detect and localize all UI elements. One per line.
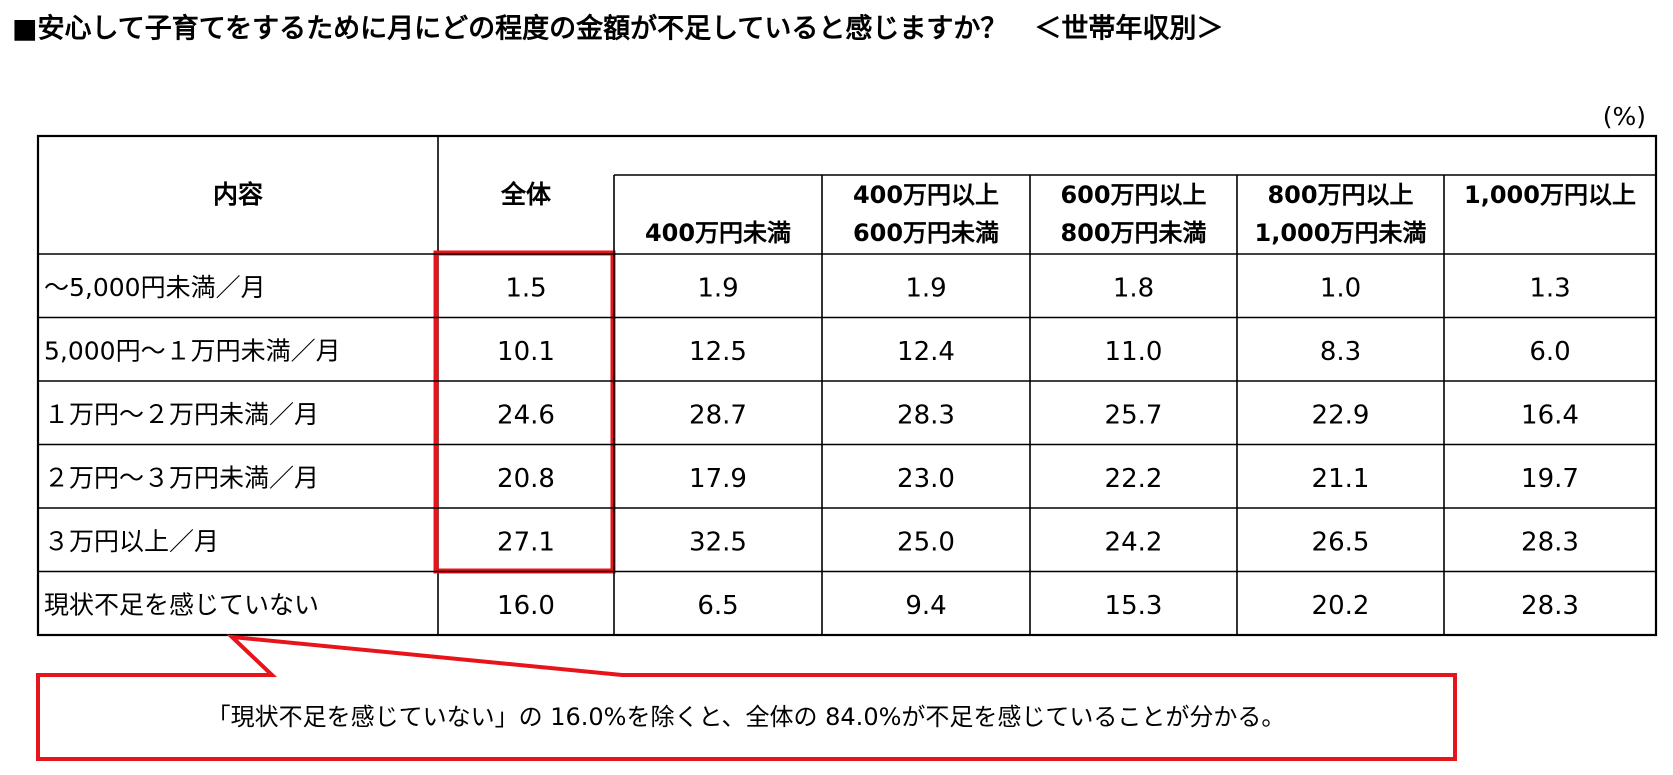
value-cell: 10.1 <box>497 337 555 367</box>
callout-text: 「現状不足を感じていない」の 16.0%を除くと、全体の 84.0%が不足を感じ… <box>207 703 1286 731</box>
value-cell: 1.0 <box>1320 273 1361 303</box>
value-cell: 16.4 <box>1521 400 1579 430</box>
value-cell: 1.5 <box>505 273 546 303</box>
value-cell: 28.7 <box>689 400 747 430</box>
value-cell: 24.2 <box>1105 527 1163 557</box>
header-cell: 400万円以上 <box>853 181 999 209</box>
value-cell: 28.3 <box>1521 591 1579 621</box>
value-cell: 1.9 <box>697 273 738 303</box>
value-cell: 24.6 <box>497 400 555 430</box>
value-cell: 12.5 <box>689 337 747 367</box>
table-border <box>36 134 1658 637</box>
value-cell: 17.9 <box>689 464 747 494</box>
value-cell: 1.9 <box>905 273 946 303</box>
row-label: １万円～２万円未満／月 <box>44 400 319 429</box>
value-cell: 19.7 <box>1521 464 1579 494</box>
row-label: ３万円以上／月 <box>44 527 219 556</box>
value-cell: 23.0 <box>897 464 955 494</box>
value-cell: 6.0 <box>1529 337 1570 367</box>
header-cell: 1,000万円以上 <box>1464 181 1636 209</box>
value-cell: 25.0 <box>897 527 955 557</box>
value-cell: 11.0 <box>1105 337 1163 367</box>
header-cell: 800万円以上 <box>1267 181 1413 209</box>
value-cell: 6.5 <box>697 591 738 621</box>
header-cell: 1,000万円未満 <box>1255 219 1427 247</box>
header-cell: 全体 <box>500 180 552 209</box>
header-cell: 内容 <box>213 180 263 209</box>
header-cell: 600万円以上 <box>1060 181 1206 209</box>
value-cell: 1.3 <box>1529 273 1570 303</box>
header-cell: 600万円未満 <box>853 219 999 247</box>
value-cell: 32.5 <box>689 527 747 557</box>
value-cell: 16.0 <box>497 591 555 621</box>
value-cell: 25.7 <box>1105 400 1163 430</box>
table-grid <box>36 134 1658 637</box>
title: ■安心して子育てをするために月にどの程度の金額が不足していると感じますか？ ＜世… <box>12 13 1223 45</box>
value-cell: 22.9 <box>1312 400 1370 430</box>
value-cell: 8.3 <box>1320 337 1361 367</box>
row-label: ～5,000円未満／月 <box>44 273 266 302</box>
row-label: 5,000円～１万円未満／月 <box>44 336 341 365</box>
value-cell: 20.2 <box>1312 591 1370 621</box>
value-cell: 26.5 <box>1312 527 1370 557</box>
row-label: ２万円～３万円未満／月 <box>44 463 319 492</box>
value-cell: 28.3 <box>897 400 955 430</box>
value-cell: 15.3 <box>1105 591 1163 621</box>
value-cell: 28.3 <box>1521 527 1579 557</box>
header-cell: 400万円未満 <box>645 219 791 247</box>
value-cell: 27.1 <box>497 527 555 557</box>
callout <box>36 634 1457 761</box>
value-cell: 12.4 <box>897 337 955 367</box>
value-cell: 22.2 <box>1105 464 1163 494</box>
value-cell: 21.1 <box>1312 464 1370 494</box>
value-cell: 1.8 <box>1113 273 1154 303</box>
row-label: 現状不足を感じていない <box>44 590 319 619</box>
unit: (%) <box>1603 102 1646 131</box>
value-cell: 9.4 <box>905 591 946 621</box>
header-cell: 800万円未満 <box>1060 219 1206 247</box>
value-cell: 20.8 <box>497 464 555 494</box>
